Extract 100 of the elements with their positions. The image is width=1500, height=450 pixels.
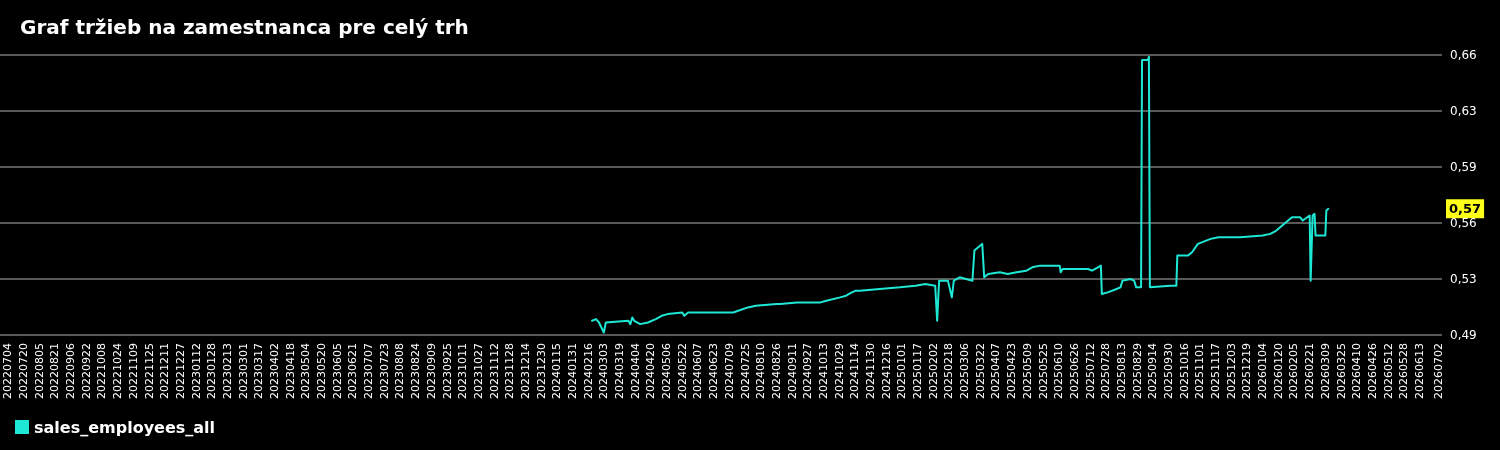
x-tick-label: 20240420 xyxy=(644,343,658,399)
x-tick-label: 20250509 xyxy=(1020,343,1034,399)
x-tick-label: 20260221 xyxy=(1303,343,1317,399)
x-tick-label: 20250728 xyxy=(1099,343,1113,399)
x-tick-label: 20251117 xyxy=(1209,343,1223,399)
x-tick-label: 20241130 xyxy=(863,343,877,399)
x-tick-label: 20231011 xyxy=(456,343,470,399)
x-tick-label: 20220821 xyxy=(48,343,62,399)
y-tick-label: 0,59 xyxy=(1450,160,1477,174)
x-tick-label: 20240725 xyxy=(738,343,752,399)
x-tick-label: 20240709 xyxy=(722,343,736,399)
x-tick-label: 20220704 xyxy=(1,343,15,399)
x-tick-label: 20250407 xyxy=(989,343,1003,399)
x-tick-label: 20241013 xyxy=(816,343,830,399)
x-tick-label: 20230621 xyxy=(346,343,360,399)
x-tick-label: 20240826 xyxy=(769,343,783,399)
y-tick-label: 0,66 xyxy=(1450,48,1477,62)
x-tick-label: 20221125 xyxy=(142,343,156,399)
x-tick-label: 20250202 xyxy=(926,343,940,399)
x-tick-label: 20241114 xyxy=(848,343,862,399)
x-tick-label: 20230707 xyxy=(362,343,376,399)
x-tick-label: 20231214 xyxy=(518,343,532,399)
legend-label: sales_employees_all xyxy=(34,417,216,437)
x-tick-label: 20221024 xyxy=(111,343,125,399)
x-tick-label: 20250610 xyxy=(1052,343,1066,399)
x-tick-label: 20240115 xyxy=(550,343,564,399)
x-tick-label: 20230128 xyxy=(205,343,219,399)
x-tick-label: 20251016 xyxy=(1177,343,1191,399)
x-tick-label: 20250322 xyxy=(973,343,987,399)
x-tick-label: 20221211 xyxy=(158,343,172,399)
x-tick-label: 20230301 xyxy=(236,343,250,399)
x-tick-label: 20250306 xyxy=(958,343,972,399)
x-tick-label: 20251101 xyxy=(1193,343,1207,399)
x-tick-label: 20230824 xyxy=(409,343,423,399)
chart-title: Graf tržieb na zamestnanca pre celý trh xyxy=(20,15,469,39)
x-tick-label: 20250930 xyxy=(1162,343,1175,399)
x-tick-label: 20260528 xyxy=(1397,343,1411,399)
x-tick-label: 20230418 xyxy=(283,343,297,399)
x-tick-label: 20260104 xyxy=(1256,343,1270,399)
text: 0,57 xyxy=(1449,201,1482,217)
x-tick-label: 20240810 xyxy=(754,343,768,399)
x-tick-label: 20250117 xyxy=(911,343,925,399)
x-tick-label: 20240607 xyxy=(691,343,705,399)
x-tick-label: 20241029 xyxy=(832,343,846,399)
x-tick-label: 20260613 xyxy=(1412,343,1426,399)
x-tick-label: 20260120 xyxy=(1271,343,1285,399)
x-tick-label: 20240522 xyxy=(675,343,689,399)
x-tick-label: 20250423 xyxy=(1005,343,1019,399)
y-tick-label: 0,53 xyxy=(1450,272,1477,286)
x-tick-label: 20260325 xyxy=(1334,343,1348,399)
x-tick-label: 20250712 xyxy=(1083,343,1097,399)
x-tick-label: 20240404 xyxy=(628,343,642,399)
x-tick-label: 20230504 xyxy=(299,343,313,399)
x-tick-label: 20240319 xyxy=(613,343,627,399)
x-tick-label: 20260309 xyxy=(1318,343,1332,399)
x-tick-label: 20251203 xyxy=(1224,343,1238,399)
x-tick-label: 20250626 xyxy=(1067,343,1081,399)
x-tick-label: 20221008 xyxy=(95,343,109,399)
line-series xyxy=(591,55,1330,334)
x-tick-label: 20220805 xyxy=(32,343,46,399)
x-tick-label: 20231027 xyxy=(471,343,485,399)
x-tick-label: 20250218 xyxy=(942,343,956,399)
x-tick-label: 20230520 xyxy=(315,343,329,399)
y-tick-label: 0,63 xyxy=(1450,104,1477,118)
x-tick-label: 20241216 xyxy=(879,343,893,399)
x-tick-label: 20240623 xyxy=(707,343,721,399)
x-tick-label: 20231230 xyxy=(534,343,548,399)
x-tick-label: 20260410 xyxy=(1350,343,1364,399)
x-tick-label: 20230909 xyxy=(424,343,438,399)
x-tick-label: 20240927 xyxy=(801,343,815,399)
x-tick-label: 20251219 xyxy=(1240,343,1254,399)
x-tick-label: 20260512 xyxy=(1381,343,1395,399)
x-tick-label: 20250101 xyxy=(895,343,909,399)
x-tick-label: 20250813 xyxy=(1114,343,1128,399)
x-tick-label: 20240216 xyxy=(581,343,595,399)
x-tick-label: 20230723 xyxy=(377,343,391,399)
x-tick-label: 20260702 xyxy=(1431,343,1445,399)
x-tick-label: 20231112 xyxy=(487,343,501,399)
x-tick-label: 20230808 xyxy=(393,343,407,399)
x-tick-label: 20220906 xyxy=(64,343,78,399)
x-tick-label: 20220922 xyxy=(79,343,93,399)
x-tick-label: 20230925 xyxy=(440,343,454,399)
x-tick-label: 20250914 xyxy=(1146,343,1160,399)
x-tick-label: 20221227 xyxy=(173,343,187,399)
x-tick-label: 20240131 xyxy=(565,343,579,399)
x-tick-label: 20260205 xyxy=(1287,343,1301,399)
x-tick-label: 20230317 xyxy=(252,343,266,399)
x-tick-label: 20230112 xyxy=(189,343,203,399)
x-tick-label: 20250525 xyxy=(1036,343,1050,399)
y-tick-label: 0,49 xyxy=(1450,328,1477,342)
x-tick-label: 20231128 xyxy=(503,343,517,399)
x-tick-label: 20240506 xyxy=(660,343,674,399)
x-tick-label: 20230605 xyxy=(330,343,344,399)
x-tick-label: 20250829 xyxy=(1130,343,1144,399)
x-tick-label: 20240911 xyxy=(785,343,799,399)
x-tick-label: 20221109 xyxy=(126,343,140,399)
x-tick-label: 20230402 xyxy=(267,343,281,399)
x-tick-label: 20260426 xyxy=(1365,343,1379,399)
x-tick-label: 20220720 xyxy=(17,343,31,399)
y-tick-label: 0,56 xyxy=(1450,216,1477,230)
